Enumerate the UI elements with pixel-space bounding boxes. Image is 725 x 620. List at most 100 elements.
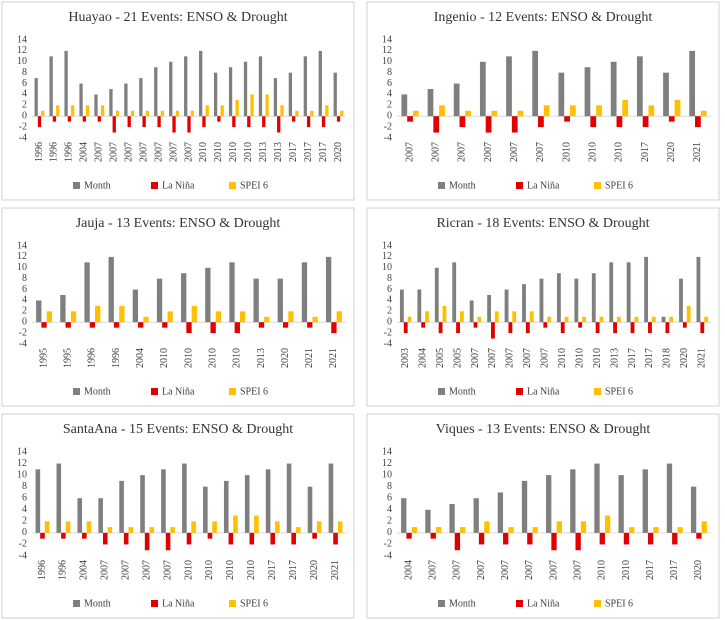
bar [258, 56, 263, 117]
bar [144, 532, 150, 551]
bar [609, 262, 614, 323]
y-tick-label: -4 [19, 338, 27, 349]
x-tick-label: 1996 [37, 560, 48, 580]
bar [85, 105, 90, 117]
bar [696, 256, 701, 323]
x-tick-label: 2007 [153, 142, 164, 162]
x-tick-label: 2007 [509, 142, 520, 162]
bar [435, 527, 442, 533]
bar [61, 532, 66, 539]
y-tick-label: -4 [384, 550, 392, 561]
bar [310, 110, 314, 117]
x-tick-label: 2010 [243, 142, 254, 162]
bar [275, 521, 280, 533]
x-tick-label: 2013 [256, 348, 267, 368]
x-tick-label: 2010 [246, 560, 257, 580]
bar [67, 116, 72, 122]
bar [228, 532, 234, 545]
bar [306, 116, 311, 128]
y-tick-label: 10 [382, 262, 392, 273]
bar [695, 116, 701, 128]
bar [508, 322, 513, 334]
bar [689, 50, 696, 117]
x-tick-label: 2007 [572, 560, 583, 580]
bar [591, 273, 596, 323]
bar [291, 532, 296, 545]
x-tick-label: 2007 [487, 348, 498, 368]
x-tick-label: 2013 [609, 348, 620, 368]
bar [273, 78, 278, 117]
bar [647, 532, 654, 545]
bar [184, 56, 188, 117]
x-tick-label: 2004 [417, 348, 428, 368]
bar [169, 61, 173, 117]
legend-swatch [516, 600, 523, 607]
bar [506, 56, 512, 117]
bar [228, 67, 233, 117]
bar [217, 116, 221, 122]
bar [690, 486, 697, 533]
bar [527, 532, 533, 545]
bar [282, 322, 289, 328]
bar [52, 116, 57, 122]
y-tick-label: 10 [382, 56, 392, 67]
bar [44, 521, 50, 533]
x-tick-label: 2007 [505, 348, 516, 368]
x-tick-label: 2005 [435, 348, 446, 368]
x-tick-label: 1996 [87, 348, 98, 368]
bar [157, 116, 161, 128]
y-tick-label: 8 [387, 273, 392, 284]
x-tick-label: 2007 [162, 560, 173, 580]
chart-title: Huayao - 21 Events: ENSO & Drought [68, 10, 287, 25]
bar [532, 50, 539, 117]
y-tick-label: 10 [382, 469, 392, 480]
y-tick-label: -4 [19, 550, 27, 561]
x-tick-label: 2007 [535, 142, 546, 162]
bar [504, 289, 509, 323]
bar [124, 83, 128, 117]
bar [599, 532, 605, 545]
x-tick-label: 2021 [697, 348, 708, 368]
bar [288, 72, 293, 117]
x-tick-label: 2007 [431, 142, 442, 162]
x-tick-label: 2010 [621, 560, 632, 580]
bar [503, 532, 509, 545]
x-tick-label: 2010 [207, 348, 218, 368]
x-tick-label: 2007 [404, 142, 415, 162]
bar [265, 94, 269, 117]
y-tick-label: 12 [382, 458, 392, 469]
bar [401, 94, 408, 117]
bar [543, 322, 548, 328]
bar [333, 532, 338, 545]
bar [145, 110, 150, 117]
bar [674, 99, 681, 117]
bar [494, 311, 499, 323]
x-tick-label: 1996 [49, 142, 60, 162]
bar [668, 116, 675, 122]
chart-panel: SantaAna - 15 Events: ENSO & Drought -4-2… [1, 413, 355, 619]
bar [36, 300, 42, 323]
bar [34, 78, 38, 117]
bar [149, 527, 155, 533]
bar [162, 322, 168, 328]
bar [160, 110, 165, 117]
bar [307, 322, 313, 328]
x-tick-label: 2003 [400, 348, 411, 368]
x-tick-label: 2010 [204, 560, 215, 580]
bar [336, 116, 341, 122]
legend-label: Month [449, 386, 476, 397]
bar [686, 305, 691, 323]
bar [49, 56, 53, 117]
bar [473, 322, 478, 328]
y-tick-label: 14 [17, 34, 27, 45]
legend-label: SPEI 6 [605, 598, 633, 609]
x-tick-label: 2013 [273, 142, 284, 162]
bar [71, 105, 75, 117]
bar [570, 469, 576, 533]
legend-swatch [516, 182, 523, 189]
bar [425, 509, 431, 533]
bar [128, 527, 134, 533]
y-tick-label: 2 [387, 100, 392, 111]
bar [239, 311, 246, 323]
x-tick-label: 2020 [666, 142, 677, 162]
